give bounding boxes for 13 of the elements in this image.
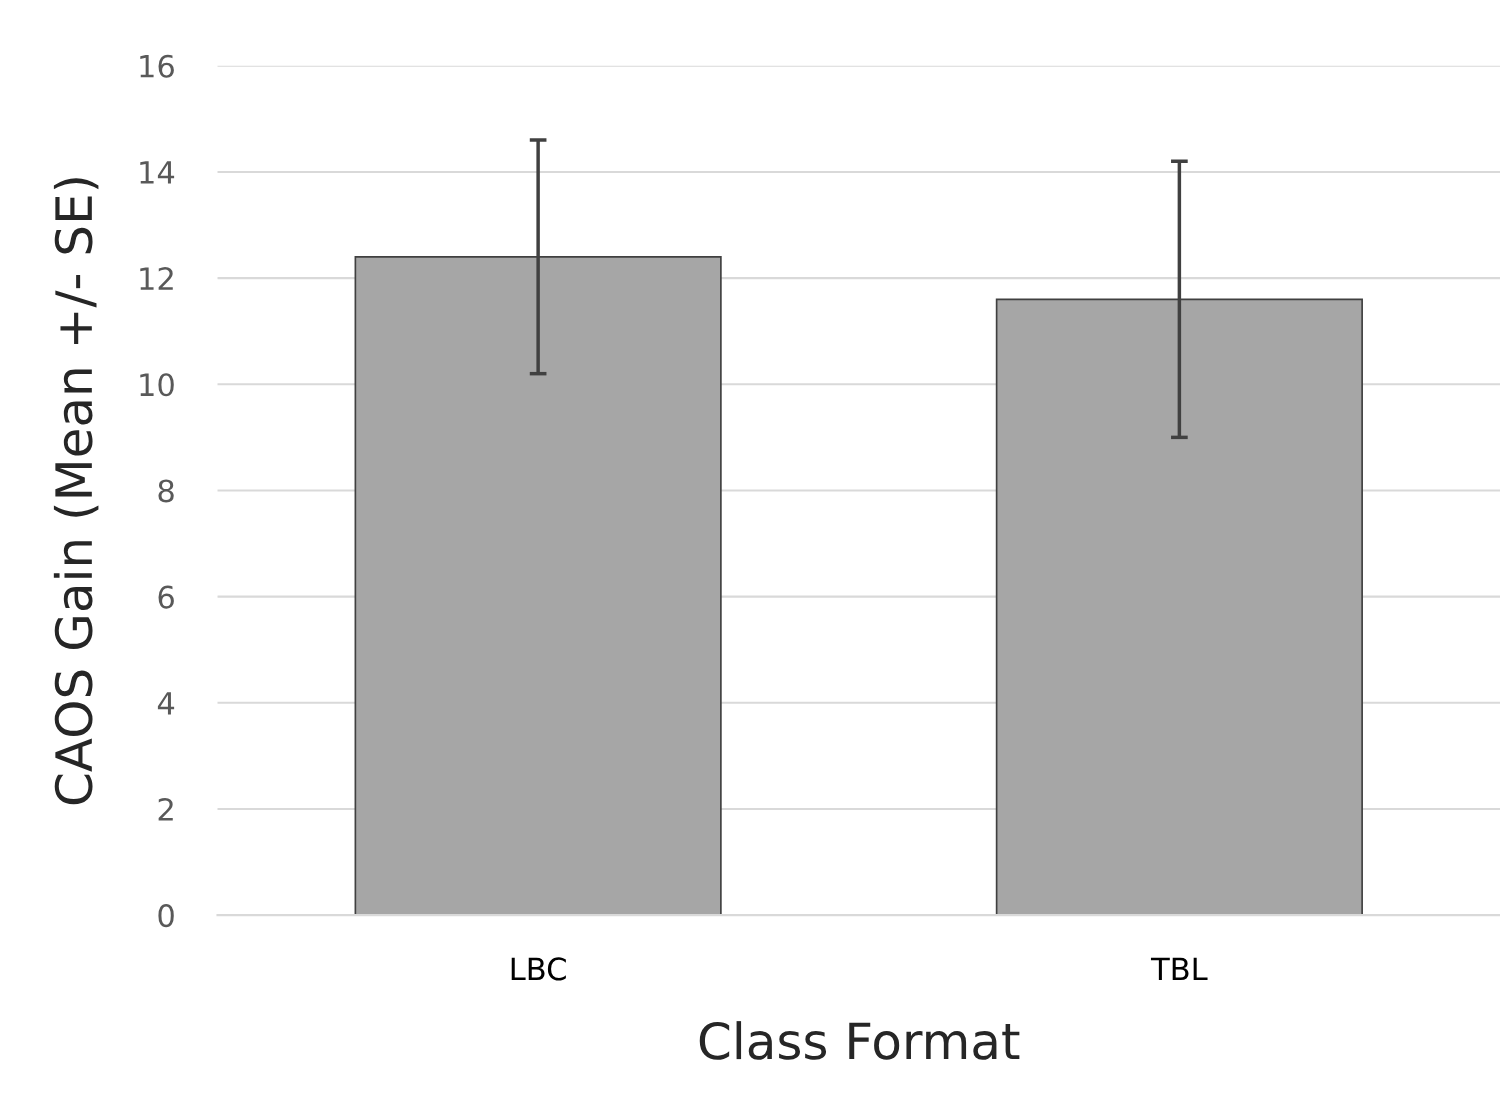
y-tick-label: 4 <box>157 692 175 715</box>
x-axis-title: Class Format <box>699 1021 1020 1060</box>
y-tick-label: 0 <box>158 904 174 928</box>
y-tick-label: 10 <box>140 373 174 397</box>
y-axis-title: CAOS Gain (Mean +/- SE) <box>53 178 99 805</box>
y-tick-label: 12 <box>140 267 173 290</box>
y-tick-label: 16 <box>140 54 174 78</box>
x-tick-label: TBL <box>1150 957 1208 981</box>
y-tick-label: 14 <box>140 161 175 184</box>
y-tick-label: 8 <box>158 479 174 503</box>
y-tick-label: 6 <box>158 585 174 609</box>
y-tick-label: 2 <box>158 797 173 821</box>
x-tick-label: LBC <box>511 957 566 981</box>
